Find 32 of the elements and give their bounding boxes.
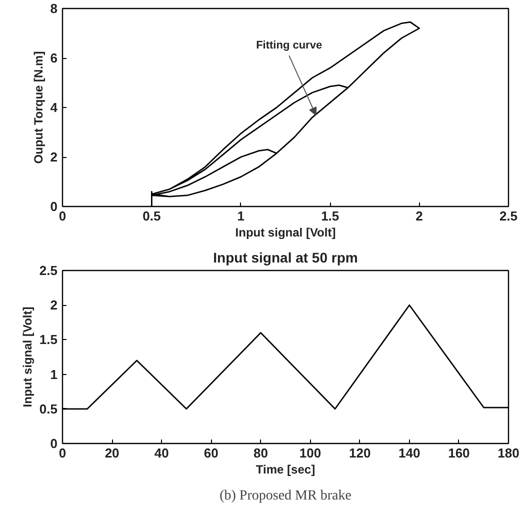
x-tick-label: 40	[154, 446, 169, 460]
y-tick-label: 2.5	[39, 263, 58, 278]
x-tick-label: 120	[348, 446, 371, 460]
x-tick-label: 80	[253, 446, 268, 460]
x-tick-label: 60	[204, 446, 218, 460]
x-tick-label: 2	[416, 208, 423, 224]
y-tick-label: 6	[50, 50, 58, 66]
y-tick-label: 4	[50, 100, 58, 115]
y-tick-label: 8	[50, 1, 58, 16]
x-tick-label: 20	[104, 446, 120, 460]
y-axis-title: Input signal [Volt]	[20, 306, 34, 408]
x-tick-label: 100	[299, 446, 322, 460]
x-axis-title: Time [sec]	[256, 462, 316, 476]
x-axis-title: Input signal [Volt]	[235, 226, 336, 240]
y-tick-label: 1	[50, 366, 58, 382]
chart-title: Input signal at 50 rpm	[213, 250, 358, 266]
annotation: Fitting curve	[256, 40, 322, 52]
y-tick-label: 2	[50, 150, 58, 164]
y-tick-label: 2	[50, 298, 58, 313]
x-tick-label: 1	[237, 208, 245, 224]
x-tick-label: 1.5	[321, 208, 340, 224]
text: (b) Proposed MR brake	[220, 488, 352, 504]
x-tick-label: 0.5	[142, 208, 161, 224]
y-tick-label: 0	[50, 199, 58, 214]
y-tick-label: 0	[50, 436, 58, 451]
y-tick-label: 1.5	[39, 332, 58, 348]
x-tick-label: 2.5	[499, 208, 518, 224]
y-axis-title: Ouput Torque [N.m]	[31, 51, 46, 164]
y-tick-label: 0.5	[39, 401, 58, 416]
x-tick-label: 160	[448, 446, 470, 460]
x-tick-label: 180	[498, 446, 520, 460]
x-tick-label: 140	[398, 446, 420, 460]
